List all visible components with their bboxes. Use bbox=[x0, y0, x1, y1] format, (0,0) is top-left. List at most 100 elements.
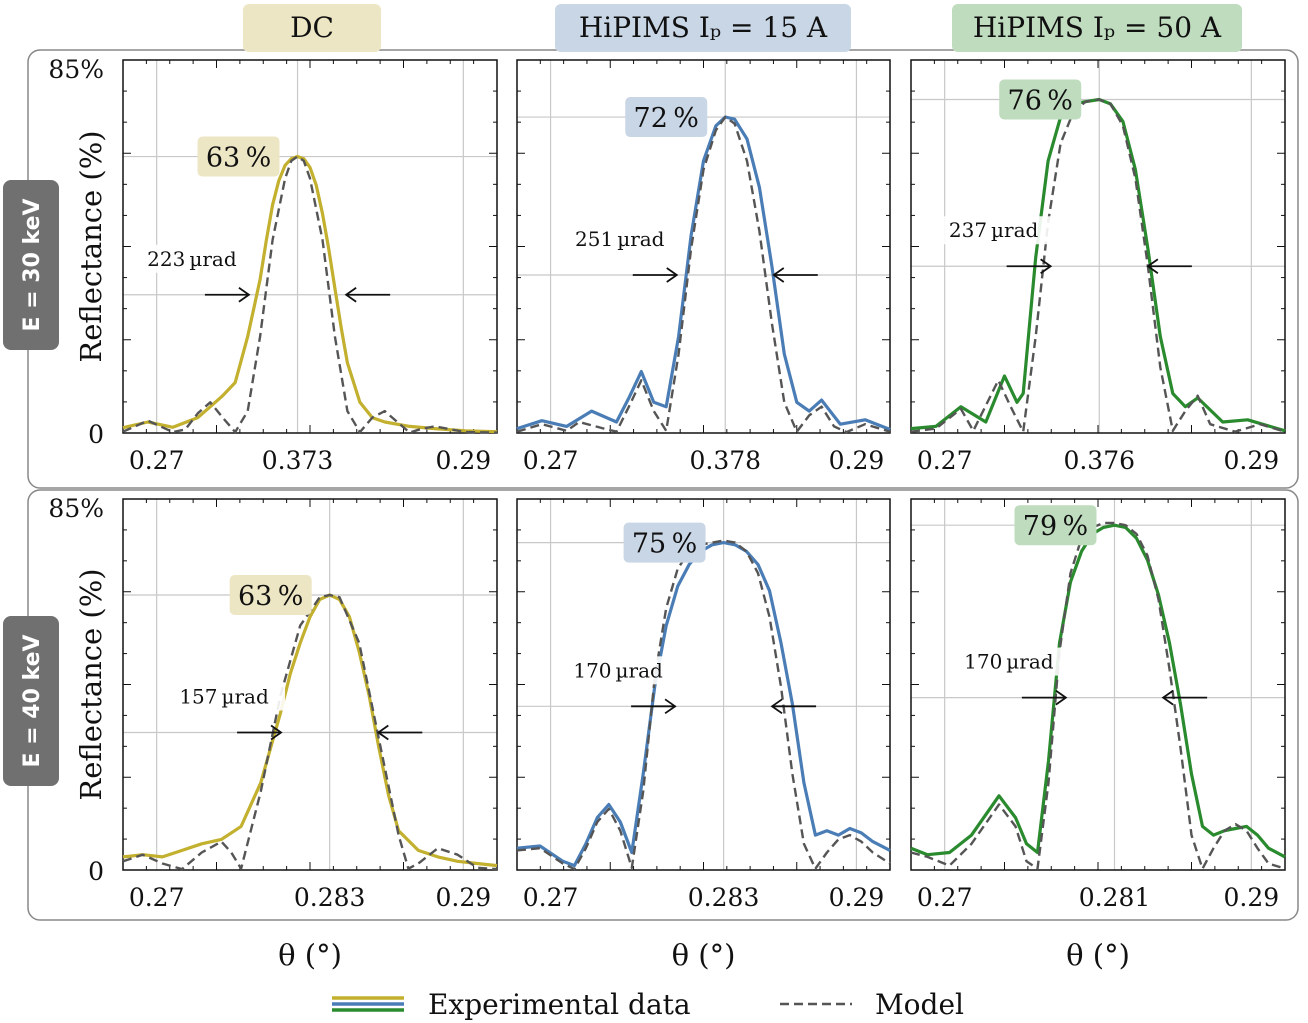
x-axis-title-0: θ (°) bbox=[278, 938, 342, 972]
x-tick-label-0: 0.27 bbox=[129, 446, 185, 475]
panel-r0-c2: 0.27 0.376 0.29 237 µrad 76 % bbox=[910, 59, 1286, 475]
fwhm-arrowhead-left bbox=[1055, 689, 1068, 706]
x-tick-label-2: 0.29 bbox=[436, 446, 492, 475]
x-tick-label-2: 0.29 bbox=[1224, 883, 1280, 912]
peak-label-box bbox=[229, 575, 312, 616]
experimental-series bbox=[122, 593, 498, 868]
x-tick-label-1: 0.283 bbox=[688, 883, 760, 912]
column-title-1: HiPIMS Iₚ = 15 A bbox=[579, 11, 828, 44]
y-tick-top-1: 85% bbox=[48, 494, 104, 523]
panel-r1-c1: 0.27 0.283 0.29 170 µrad 75 % bbox=[516, 498, 891, 912]
fwhm-label: 170 µrad bbox=[573, 658, 663, 682]
x-tick-label-0: 0.27 bbox=[523, 883, 579, 912]
fwhm-arrowhead-left bbox=[1040, 258, 1053, 274]
model-series bbox=[122, 593, 498, 871]
column-title-box-1 bbox=[555, 4, 851, 52]
y-tick-bottom-0: 0 bbox=[88, 420, 104, 449]
fwhm-arrowhead-left bbox=[238, 287, 251, 303]
experimental-series bbox=[516, 115, 891, 431]
peak-label-box bbox=[999, 79, 1082, 120]
model-series bbox=[122, 155, 498, 434]
row-label-0: E = 30 keV bbox=[3, 180, 59, 350]
fwhm-label-bg bbox=[558, 225, 681, 254]
column-title-box-2 bbox=[952, 4, 1242, 52]
legend-model-label: Model bbox=[875, 988, 964, 1021]
peak-label: 75 % bbox=[632, 529, 697, 560]
model-series bbox=[516, 539, 891, 871]
fwhm-label-bg bbox=[130, 244, 253, 273]
x-tick-label-0: 0.27 bbox=[917, 446, 973, 475]
fwhm-arrowhead-right bbox=[772, 267, 785, 283]
column-title-box-0 bbox=[243, 4, 381, 52]
experimental-series bbox=[910, 97, 1286, 433]
experimental-series bbox=[516, 541, 891, 868]
x-tick-label-0: 0.27 bbox=[129, 883, 185, 912]
panel-r1-c2: 0.27 0.281 0.29 170 µrad 79 % bbox=[910, 498, 1286, 912]
fwhm-label-bg bbox=[947, 647, 1070, 676]
x-tick-label-2: 0.29 bbox=[1224, 446, 1280, 475]
fwhm-arrowhead-right bbox=[344, 287, 357, 303]
legend-experimental-label: Experimental data bbox=[428, 988, 691, 1021]
column-title-2: HiPIMS Iₚ = 50 A bbox=[973, 11, 1222, 44]
fwhm-arrowhead-right bbox=[770, 698, 783, 715]
x-tick-label-2: 0.29 bbox=[829, 883, 885, 912]
fwhm-label: 251 µrad bbox=[575, 227, 665, 251]
column-title-0: DC bbox=[290, 11, 334, 44]
panel-frame bbox=[910, 498, 1286, 871]
peak-label: 76 % bbox=[1008, 85, 1073, 116]
x-tick-label-1: 0.283 bbox=[294, 883, 366, 912]
x-axis-title-1: θ (°) bbox=[672, 938, 736, 972]
row-label-box bbox=[3, 180, 59, 350]
panel-r0-c0: 0.27 0.373 0.29 223 µrad 63 % bbox=[122, 59, 498, 475]
x-tick-label-0: 0.27 bbox=[917, 883, 973, 912]
y-axis-title: Reflectance (%) bbox=[74, 130, 108, 362]
peak-label-box bbox=[623, 522, 706, 563]
y-axis-title: Reflectance (%) bbox=[74, 568, 108, 800]
x-tick-label-1: 0.281 bbox=[1079, 883, 1151, 912]
fwhm-arrowhead-right bbox=[1146, 258, 1159, 274]
fwhm-arrowhead-right bbox=[1161, 689, 1174, 706]
x-tick-label-1: 0.378 bbox=[689, 446, 761, 475]
peak-label: 63 % bbox=[238, 581, 303, 612]
fwhm-label-bg bbox=[163, 682, 286, 711]
model-series bbox=[910, 98, 1286, 433]
row-label-text: E = 30 keV bbox=[20, 198, 45, 331]
model-series bbox=[516, 115, 891, 434]
fwhm-arrowhead-left bbox=[270, 724, 283, 741]
x-tick-label-2: 0.29 bbox=[829, 446, 885, 475]
panel-r1-c0: 0.27 0.283 0.29 157 µrad 63 % bbox=[122, 498, 498, 912]
row-label-text: E = 40 keV bbox=[20, 634, 45, 767]
fwhm-label: 223 µrad bbox=[147, 247, 237, 271]
x-tick-label-0: 0.27 bbox=[523, 446, 579, 475]
legend: Experimental data Model bbox=[332, 988, 964, 1021]
fwhm-arrowhead-left bbox=[664, 698, 677, 715]
peak-label: 72 % bbox=[634, 103, 699, 134]
fwhm-label: 157 µrad bbox=[179, 685, 269, 709]
peak-label: 63 % bbox=[206, 143, 271, 174]
experimental-series bbox=[122, 154, 498, 434]
row-label-1: E = 40 keV bbox=[3, 616, 59, 786]
peak-label-box bbox=[625, 97, 708, 138]
fwhm-label-bg bbox=[557, 656, 680, 685]
model-series bbox=[910, 521, 1286, 870]
y-axis-label-0: Reflectance (%) bbox=[74, 130, 108, 362]
fwhm-label: 237 µrad bbox=[949, 218, 1039, 242]
y-tick-bottom-1: 0 bbox=[88, 857, 104, 886]
fwhm-label-bg bbox=[932, 216, 1055, 245]
x-axis-title-2: θ (°) bbox=[1066, 938, 1130, 972]
x-tick-label-1: 0.376 bbox=[1063, 446, 1135, 475]
fwhm-arrowhead-right bbox=[376, 724, 389, 741]
panel-r0-c1: 0.27 0.378 0.29 251 µrad 72 % bbox=[516, 59, 891, 475]
x-tick-label-1: 0.373 bbox=[262, 446, 334, 475]
y-tick-top-0: 85% bbox=[48, 55, 104, 84]
x-tick-label-2: 0.29 bbox=[436, 883, 492, 912]
peak-label-box bbox=[1014, 505, 1097, 546]
panel-frame bbox=[910, 59, 1286, 434]
peak-label-box bbox=[197, 136, 280, 177]
row-label-box bbox=[3, 616, 59, 786]
fwhm-label: 170 µrad bbox=[964, 650, 1054, 674]
peak-label: 79 % bbox=[1023, 511, 1088, 542]
experimental-series bbox=[910, 523, 1286, 859]
fwhm-arrowhead-left bbox=[666, 267, 679, 283]
